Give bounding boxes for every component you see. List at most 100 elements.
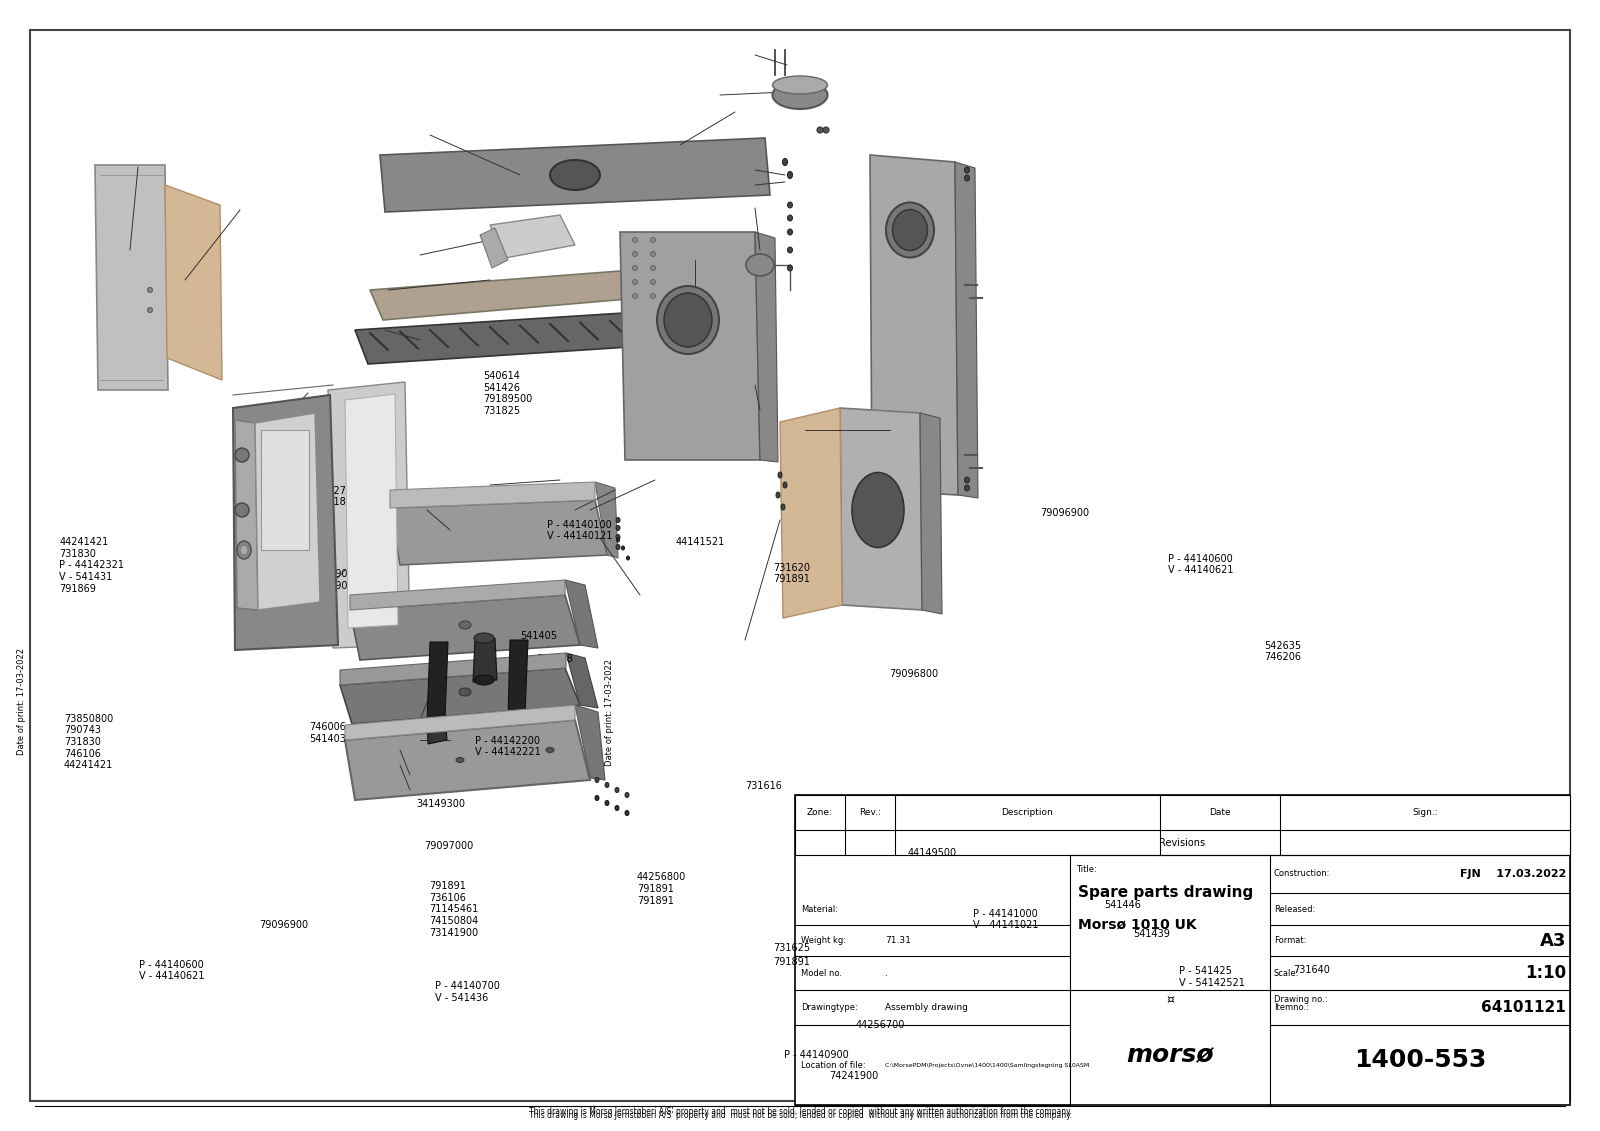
Polygon shape	[350, 580, 565, 610]
Bar	[261, 430, 309, 550]
Text: Revisions: Revisions	[1160, 837, 1205, 847]
Text: Released:: Released:	[1274, 905, 1315, 914]
Ellipse shape	[746, 254, 774, 276]
Text: 79096800: 79096800	[890, 670, 939, 679]
Text: P - 44141000
V - 44141021: P - 44141000 V - 44141021	[973, 908, 1038, 931]
Polygon shape	[328, 382, 410, 648]
Text: 44149500: 44149500	[907, 848, 957, 857]
Polygon shape	[254, 413, 320, 610]
Polygon shape	[565, 580, 598, 648]
Polygon shape	[427, 642, 448, 722]
Text: Date of print: 17-03-2022: Date of print: 17-03-2022	[18, 648, 27, 754]
Text: Construction:: Construction:	[1274, 870, 1330, 879]
Text: Sign.:: Sign.:	[1413, 808, 1438, 817]
Text: This drawing is Morsø Jernstøberi A/S' property and  must not be sold, lended or: This drawing is Morsø Jernstøberi A/S' p…	[528, 1106, 1072, 1115]
Polygon shape	[370, 268, 675, 320]
Text: FJN    17.03.2022: FJN 17.03.2022	[1459, 869, 1566, 879]
Polygon shape	[490, 215, 574, 258]
Ellipse shape	[616, 544, 621, 550]
Ellipse shape	[787, 247, 792, 253]
Polygon shape	[474, 638, 498, 682]
Polygon shape	[427, 714, 446, 744]
Ellipse shape	[651, 266, 656, 270]
Text: 71.31: 71.31	[885, 936, 910, 946]
Ellipse shape	[651, 294, 656, 299]
Ellipse shape	[595, 777, 598, 783]
Polygon shape	[346, 705, 574, 740]
Ellipse shape	[632, 294, 637, 299]
Ellipse shape	[651, 238, 656, 242]
Text: 1400-553: 1400-553	[1354, 1048, 1486, 1072]
Polygon shape	[870, 155, 958, 495]
Ellipse shape	[886, 202, 934, 258]
Polygon shape	[781, 408, 842, 618]
Ellipse shape	[651, 279, 656, 285]
Ellipse shape	[781, 504, 786, 510]
Text: 44241421
731830
P - 44142321
V - 541431
791869: 44241421 731830 P - 44142321 V - 541431 …	[59, 537, 125, 594]
Text: 746006
541403: 746006 541403	[309, 722, 346, 744]
Ellipse shape	[614, 787, 619, 793]
Text: P - 44140600
V - 44140621: P - 44140600 V - 44140621	[139, 959, 205, 982]
Ellipse shape	[235, 503, 250, 517]
Ellipse shape	[965, 477, 970, 483]
Ellipse shape	[651, 251, 656, 257]
Text: 79127000
791181: 79127000 791181	[315, 485, 365, 508]
Text: Model no.: Model no.	[802, 968, 842, 977]
Text: 73850800
790743
731830
746106
44241421: 73850800 790743 731830 746106 44241421	[64, 714, 114, 770]
Ellipse shape	[965, 485, 970, 491]
Ellipse shape	[626, 793, 629, 797]
Text: 79096900: 79096900	[1040, 509, 1090, 518]
Polygon shape	[94, 165, 168, 390]
Polygon shape	[955, 162, 978, 498]
Ellipse shape	[235, 448, 250, 461]
Ellipse shape	[632, 251, 637, 257]
Ellipse shape	[626, 811, 629, 815]
Text: 790724
79074500: 790724 79074500	[330, 569, 379, 592]
Text: Drawing no.:: Drawing no.:	[1274, 995, 1328, 1004]
Text: P - 44140100
V - 44140121: P - 44140100 V - 44140121	[547, 519, 613, 542]
Text: 541439: 541439	[1133, 930, 1170, 939]
Text: .: .	[885, 968, 888, 977]
Text: P - 44140900: P - 44140900	[784, 1051, 848, 1060]
Ellipse shape	[459, 688, 470, 696]
Ellipse shape	[776, 492, 781, 498]
Ellipse shape	[778, 472, 782, 478]
Polygon shape	[755, 232, 778, 461]
Text: Date: Date	[1210, 808, 1230, 817]
Text: 1:10: 1:10	[1525, 964, 1566, 982]
Text: A3: A3	[1539, 932, 1566, 950]
Polygon shape	[920, 413, 942, 614]
Ellipse shape	[616, 518, 621, 523]
Ellipse shape	[658, 286, 718, 354]
Polygon shape	[621, 232, 760, 460]
Ellipse shape	[787, 215, 792, 221]
Text: 731616: 731616	[746, 782, 782, 791]
Ellipse shape	[632, 279, 637, 285]
Ellipse shape	[851, 473, 904, 547]
Text: 791891: 791891	[773, 958, 810, 967]
Text: Title:: Title:	[1075, 864, 1096, 873]
Ellipse shape	[605, 783, 610, 787]
Text: Description: Description	[1002, 808, 1053, 817]
Ellipse shape	[605, 801, 610, 805]
Text: Scale:: Scale:	[1274, 968, 1299, 977]
Text: Zone:: Zone:	[806, 808, 834, 817]
Text: 79097000: 79097000	[424, 841, 474, 851]
Polygon shape	[339, 653, 566, 685]
Polygon shape	[165, 185, 222, 380]
Text: Weight kg:: Weight kg:	[802, 936, 846, 946]
Text: P - 44140700
V - 541436: P - 44140700 V - 541436	[435, 981, 501, 1003]
Polygon shape	[235, 420, 258, 610]
Text: 731620
791891: 731620 791891	[773, 562, 810, 585]
Ellipse shape	[616, 535, 621, 539]
Ellipse shape	[459, 621, 470, 629]
Ellipse shape	[664, 293, 712, 347]
Ellipse shape	[627, 556, 629, 560]
Ellipse shape	[621, 546, 624, 550]
Polygon shape	[574, 705, 605, 780]
Bar	[795, 795, 1570, 1105]
Text: P - 541425
V - 54142521: P - 541425 V - 54142521	[1179, 966, 1245, 988]
Text: morsø: morsø	[1126, 1043, 1214, 1067]
Ellipse shape	[818, 127, 822, 133]
Ellipse shape	[787, 202, 792, 208]
